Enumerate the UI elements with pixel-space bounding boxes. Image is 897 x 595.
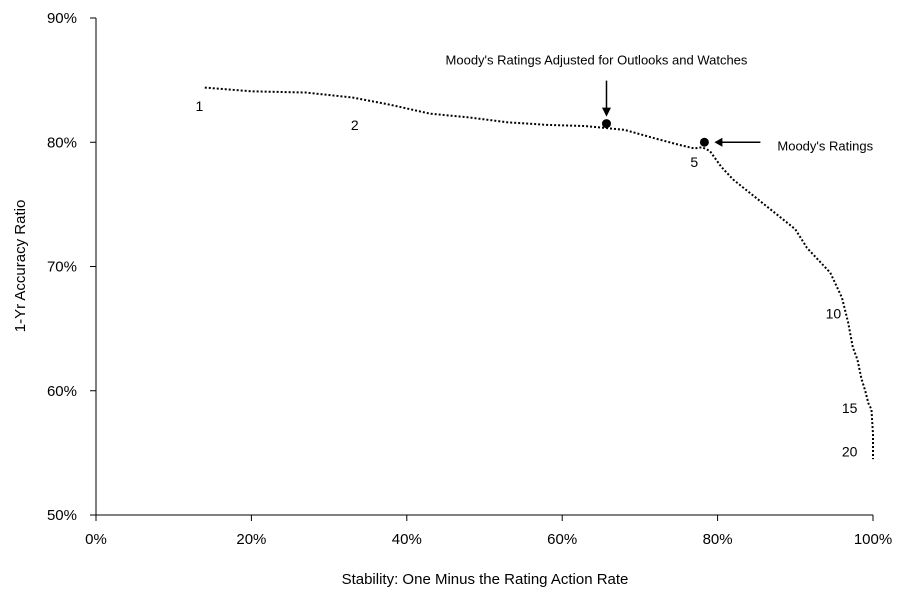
y-tick-label: 80% [47, 134, 77, 151]
y-tick-label: 50% [47, 507, 77, 524]
point-label: 10 [826, 306, 842, 322]
point-labels-layer: 1 2 5 10 15 20 [195, 98, 857, 459]
x-axis-title: Stability: One Minus the Rating Action R… [342, 571, 629, 588]
annotation-label: Moody's Ratings [777, 138, 873, 153]
annotation-label: Moody's Ratings Adjusted for Outlooks an… [446, 53, 748, 68]
point-label: 1 [195, 98, 203, 114]
x-tick-label: 100% [854, 531, 892, 548]
x-tick-label: 60% [547, 531, 577, 548]
ticks: 0% 20% 40% 60% 80% 100% 50% 60% 70% 80% 90% [47, 10, 892, 548]
annotation-arrow-head [714, 137, 723, 147]
y-tick-label: 70% [47, 259, 77, 276]
y-tick-label: 60% [47, 383, 77, 400]
point-label: 2 [351, 117, 359, 133]
series-layer [204, 86, 874, 460]
axes [95, 18, 873, 516]
y-tick-label: 90% [47, 10, 77, 27]
series-line [204, 86, 874, 460]
point-label: 5 [690, 154, 698, 170]
highlight-points-layer: Moody's Ratings Adjusted for Outlooks an… [446, 53, 874, 154]
point-label: 15 [842, 400, 858, 416]
highlight-point [601, 119, 611, 129]
x-tick-label: 40% [392, 531, 422, 548]
x-tick-label: 0% [85, 531, 107, 548]
point-label: 20 [842, 444, 858, 460]
y-axis-title: 1-Yr Accuracy Ratio [12, 200, 29, 333]
highlight-point [699, 137, 709, 147]
x-tick-label: 20% [236, 531, 266, 548]
x-tick-label: 80% [703, 531, 733, 548]
annotation-arrow-head [601, 107, 611, 117]
